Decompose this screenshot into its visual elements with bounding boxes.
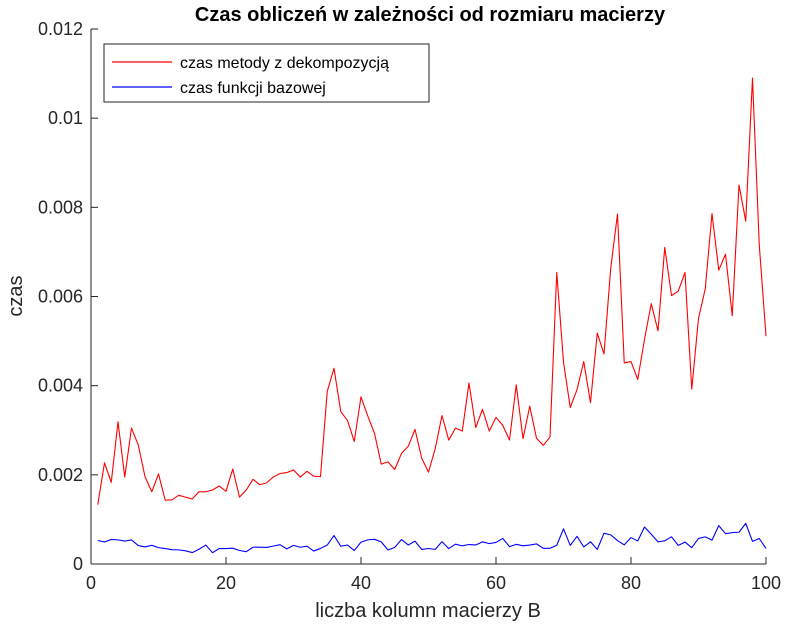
y-tick-label: 0.004: [38, 376, 83, 396]
legend-label-series-2: czas funkcji bazowej: [180, 80, 326, 97]
series-lines: [97, 77, 767, 554]
axes: 0 20 40 60 80 100 0 0.002 0.004 0.006 0.008 0.01 0.0…: [38, 19, 781, 593]
y-tick-label: 0.01: [48, 108, 83, 128]
plot-area: [91, 29, 766, 564]
x-tick-label: 40: [351, 573, 371, 593]
plot-background: [91, 29, 766, 564]
y-tick-label: 0.006: [38, 287, 83, 307]
y-tick-label: 0.008: [38, 197, 83, 217]
chart-title: Czas obliczeń w zależności od rozmiaru m…: [195, 4, 666, 26]
series-line-2: [97, 522, 767, 554]
y-axis-label: czas: [5, 275, 27, 316]
series-line-1: [97, 77, 767, 505]
legend-label-series-1: czas metody z dekompozycją: [180, 55, 389, 72]
x-tick-label: 0: [86, 573, 96, 593]
legend: czas metody z dekompozycją czas funkcji …: [103, 43, 430, 103]
x-tick-label: 60: [486, 573, 506, 593]
x-tick-label: 80: [621, 573, 641, 593]
x-tick-label: 20: [216, 573, 236, 593]
y-tick-label: 0.012: [38, 19, 83, 39]
x-tick-label: 100: [751, 573, 781, 593]
x-axis-label: liczba kolumn macierzy B: [315, 600, 541, 622]
y-tick-label: 0.002: [38, 465, 83, 485]
y-tick-label: 0: [73, 554, 83, 574]
legend-box: [103, 43, 430, 103]
